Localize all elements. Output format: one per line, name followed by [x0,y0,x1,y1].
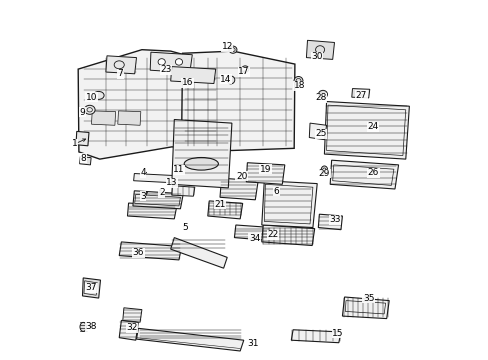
Ellipse shape [80,323,86,331]
Text: 17: 17 [238,68,249,77]
Polygon shape [119,242,181,260]
Polygon shape [82,278,101,298]
Polygon shape [119,320,138,340]
Text: 13: 13 [166,178,177,187]
Text: 25: 25 [314,129,326,138]
Ellipse shape [158,59,165,65]
Polygon shape [170,238,227,268]
Text: 19: 19 [259,165,270,174]
Text: 18: 18 [293,81,305,90]
Ellipse shape [241,66,248,72]
Text: 8: 8 [80,154,86,163]
Polygon shape [80,157,91,165]
Polygon shape [220,178,258,200]
Polygon shape [351,89,369,98]
Text: 12: 12 [221,42,232,51]
Polygon shape [76,131,89,146]
Text: 9: 9 [80,108,85,117]
Text: 36: 36 [132,248,144,257]
Text: 30: 30 [311,52,322,61]
Polygon shape [291,330,340,343]
Polygon shape [136,328,244,351]
Text: 20: 20 [235,172,247,181]
Ellipse shape [184,157,218,170]
Text: 6: 6 [273,187,279,196]
Polygon shape [78,50,218,159]
Text: 27: 27 [355,91,366,100]
Polygon shape [324,102,408,159]
Polygon shape [171,120,231,188]
Polygon shape [91,111,115,125]
Text: 32: 32 [126,323,138,332]
Polygon shape [133,174,177,183]
Polygon shape [207,201,242,219]
Text: 33: 33 [329,215,340,224]
Polygon shape [309,123,326,140]
Polygon shape [261,181,317,228]
Polygon shape [234,225,271,240]
Text: 16: 16 [182,78,193,87]
Polygon shape [106,56,136,74]
Text: 22: 22 [266,230,278,239]
Text: 24: 24 [367,122,378,131]
Text: 31: 31 [247,339,259,348]
Text: 29: 29 [318,169,329,178]
Polygon shape [118,111,141,125]
Polygon shape [133,191,183,209]
Text: 28: 28 [314,94,326,102]
Ellipse shape [321,166,327,174]
Text: 1: 1 [72,139,77,148]
Ellipse shape [226,76,234,84]
Polygon shape [246,163,284,184]
Text: 21: 21 [214,200,225,209]
Polygon shape [306,40,334,59]
Polygon shape [170,67,215,84]
Text: 34: 34 [248,234,260,243]
Text: 23: 23 [160,65,171,74]
Text: 2: 2 [159,188,164,197]
Text: 37: 37 [85,284,97,292]
Text: 35: 35 [362,294,374,302]
Text: 14: 14 [220,75,231,84]
Text: 3: 3 [140,192,145,201]
Ellipse shape [84,105,95,114]
Text: 7: 7 [117,69,123,78]
Polygon shape [181,51,294,150]
Polygon shape [127,203,177,219]
Text: 10: 10 [85,93,97,102]
Text: 26: 26 [367,168,378,177]
Polygon shape [150,52,192,73]
Text: 38: 38 [85,323,97,331]
Text: 5: 5 [182,223,187,232]
Polygon shape [342,297,388,319]
Text: 11: 11 [173,165,184,174]
Ellipse shape [293,77,303,85]
Ellipse shape [175,59,182,65]
Text: 4: 4 [140,168,145,177]
Ellipse shape [228,46,237,53]
Ellipse shape [318,90,327,98]
Ellipse shape [93,91,104,99]
Polygon shape [261,225,314,246]
Polygon shape [318,214,342,230]
Text: 15: 15 [332,328,343,338]
Polygon shape [171,186,194,196]
Polygon shape [122,308,142,322]
Polygon shape [329,160,398,189]
